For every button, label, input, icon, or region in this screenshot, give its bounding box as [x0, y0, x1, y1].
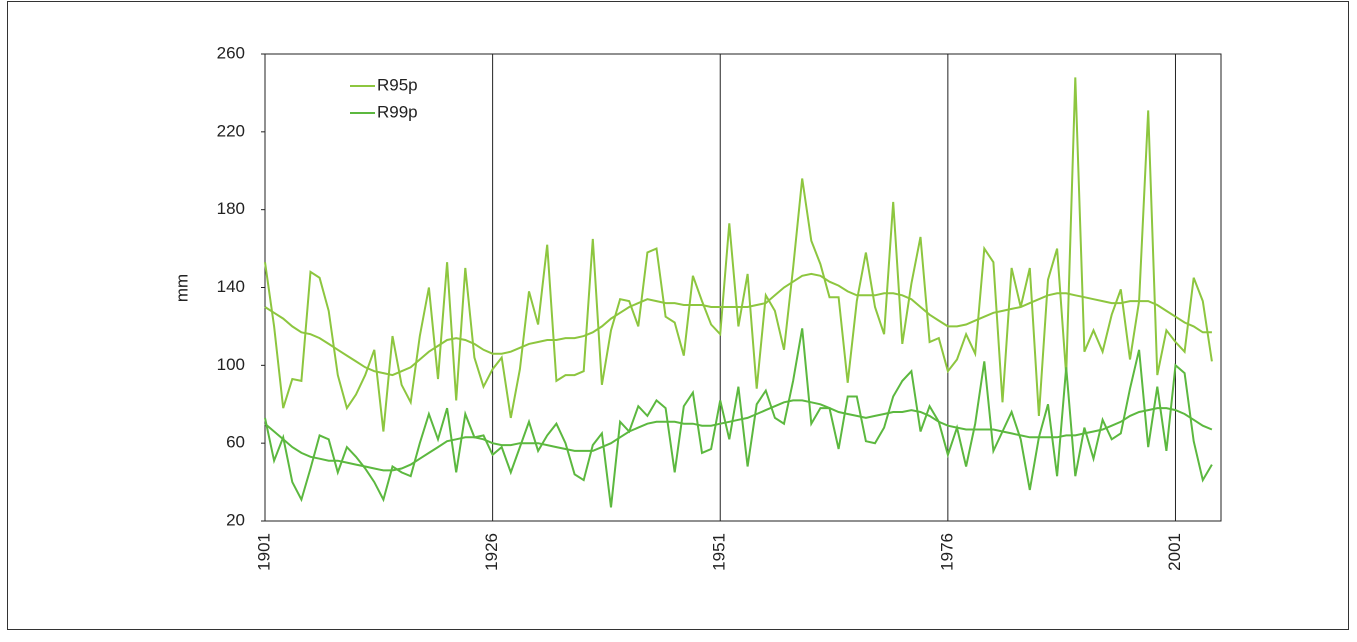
series-line [264, 328, 1213, 508]
y-tick-label: 180 [217, 199, 245, 218]
frame [7, 1, 1349, 630]
y-tick-label: 220 [217, 121, 245, 140]
legend-label: R95p [377, 75, 418, 94]
y-tick-label: 260 [217, 43, 245, 62]
trend-line [264, 399, 1213, 472]
x-tick-label: 1951 [710, 533, 729, 571]
trend-line [264, 272, 1212, 377]
series-line [264, 77, 1213, 432]
legend-label: R99p [377, 102, 418, 121]
y-tick-label: 60 [226, 433, 245, 452]
y-tick-label: 100 [217, 355, 245, 374]
y-tick-label: 140 [217, 277, 245, 296]
x-tick-label: 2001 [1165, 533, 1184, 571]
y-tick-label: 20 [226, 510, 245, 529]
y-axis-label: mm [172, 274, 191, 302]
x-tick-label: 1926 [482, 533, 501, 571]
x-tick-label: 1976 [937, 533, 956, 571]
x-tick-label: 1901 [254, 533, 273, 571]
